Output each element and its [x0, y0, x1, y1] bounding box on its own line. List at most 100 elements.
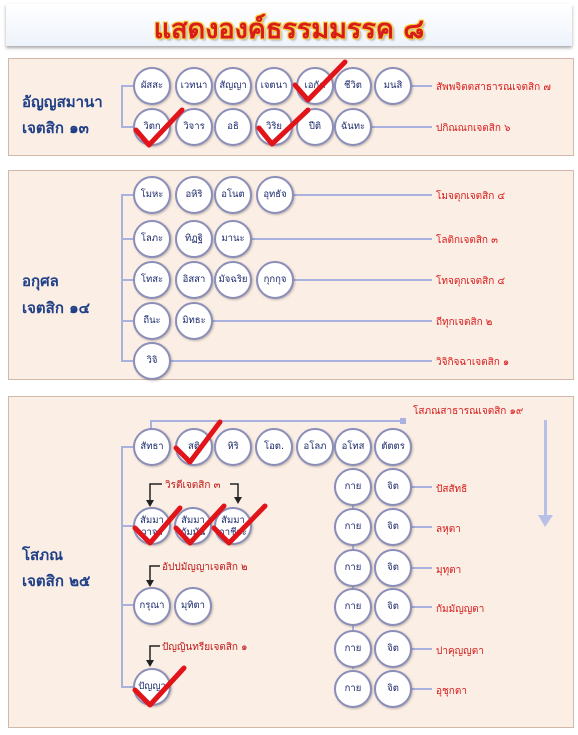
connector [410, 85, 432, 87]
node-manasikara: มนสิ [374, 67, 412, 105]
connector [294, 194, 432, 196]
node-adhimokkha: อธิ [214, 108, 252, 146]
node-kaya: กาย [334, 670, 372, 708]
node-mudita: มุทิตา [174, 587, 212, 625]
node-citta: จิต [374, 630, 412, 668]
check-icon [132, 665, 187, 708]
connector [410, 567, 432, 569]
node-phassa: ผัสสะ [133, 67, 171, 105]
check-icon [173, 419, 223, 465]
connector [544, 420, 547, 520]
section3-label-line1: โสภณ [22, 546, 64, 564]
node-issa: อิสสา [175, 261, 213, 299]
check-icon [132, 505, 183, 546]
page-title: แสดงองค์ธรรมมรรค ๘ [153, 14, 425, 45]
node-citta: จิต [374, 549, 412, 587]
connector [410, 526, 432, 528]
node-lobha: โลภะ [133, 220, 171, 258]
node-uddhacca: อุทธัจ [256, 176, 294, 214]
arrow-head [146, 580, 154, 587]
connector [370, 126, 432, 128]
node-sanna: สัญญา [214, 67, 252, 105]
node-thina: ถีนะ [133, 302, 171, 340]
node-kaya: กาย [334, 468, 372, 506]
row-label: โลติกเจตสิก ๓ [436, 235, 498, 246]
arrow-head [146, 660, 154, 667]
row-label: สัพพจิตตสาธารณเจตสิก ๗ [436, 82, 551, 93]
node-citta: จิต [374, 588, 412, 626]
row-label: ปกิณณกเจตสิก ๖ [436, 123, 511, 134]
connector [150, 420, 400, 422]
node-kaya: กาย [334, 588, 372, 626]
pair-label: ปัสสัทธิ [436, 484, 468, 495]
row-label: ถีทุกเจตสิก ๒ [436, 317, 493, 328]
node-cetana: เจตนา [255, 67, 293, 105]
section2-label-line2: เจตสิก ๑๔ [22, 299, 90, 317]
node-vedana: เวทนา [175, 67, 213, 105]
node-citta: จิต [374, 670, 412, 708]
check-icon [173, 503, 227, 546]
connector [170, 360, 432, 362]
check-icon [133, 107, 185, 148]
title-banner: แสดงองค์ธรรมมรรค ๘ [6, 4, 572, 46]
node-dosa: โทสะ [133, 261, 171, 299]
connector [121, 320, 133, 322]
appamanna-label: อัปปมัญญาเจตสิก ๒ [162, 562, 248, 573]
arrow-head [146, 500, 154, 507]
pair-label: ปาคุญญตา [436, 646, 484, 657]
connector [121, 85, 123, 128]
connector [121, 686, 133, 688]
pair-label: มุทุตา [436, 565, 462, 576]
node-alobha: อโลภ [296, 428, 334, 466]
node-adosa: อโทส [334, 428, 372, 466]
section1-label-line1: อัญญสมานา [22, 93, 103, 111]
connector [121, 525, 133, 527]
node-citta: จิต [374, 508, 412, 546]
row-label: โมจตุกเจตสิก ๔ [436, 191, 506, 202]
pair-label: กัมมัญญตา [436, 604, 485, 615]
pair-label: อุชุกตา [436, 686, 467, 697]
node-middha: มิทธะ [175, 302, 213, 340]
check-icon [292, 59, 348, 103]
node-kukkucca: กุกกุจ [256, 261, 294, 299]
node-ahirika: อหิริ [175, 176, 213, 214]
top-row-label: โสภณสาธารณเจตสิก ๑๙ [413, 406, 524, 417]
node-saddha: สัทธา [133, 428, 171, 466]
section3-label-line2: เจตสิก ๒๕ [22, 572, 91, 590]
bracket-line [149, 565, 160, 584]
node-karuna: กรุณา [133, 587, 171, 625]
node-chanda: ฉันทะ [334, 108, 372, 146]
node-kaya: กาย [334, 549, 372, 587]
node-anottappa: อโนต [214, 176, 252, 214]
virati-label: วิรตีเจตสิก ๓ [165, 480, 221, 491]
bracket-line [230, 483, 239, 499]
connector [410, 688, 432, 690]
panna-label: ปัญญินทรียเจตสิก ๑ [162, 642, 248, 653]
connector [352, 505, 354, 669]
connector [121, 446, 133, 448]
bracket-line [149, 483, 162, 505]
check-icon [211, 503, 268, 546]
connector [410, 486, 432, 488]
section1-label-line2: เจตสิก ๑๓ [22, 119, 89, 137]
node-moha: โมหะ [133, 176, 171, 214]
bracket-line [149, 645, 160, 664]
connector [294, 279, 432, 281]
connector [212, 320, 432, 322]
connector [410, 606, 432, 608]
pair-label: ลหุตา [436, 524, 461, 535]
section2-label-line1: อกุศล [22, 272, 59, 290]
node-kaya: กาย [334, 508, 372, 546]
check-icon [256, 107, 311, 147]
connector [121, 194, 123, 360]
row-label: โทจตุกเจตสิก ๔ [436, 276, 506, 287]
node-hiri: หิริ [214, 428, 252, 466]
connector [121, 279, 133, 281]
connector [410, 648, 432, 650]
connector [400, 418, 406, 424]
connector [121, 360, 133, 362]
connector [121, 604, 133, 606]
node-mana: มานะ [214, 220, 252, 258]
connector [121, 85, 133, 87]
